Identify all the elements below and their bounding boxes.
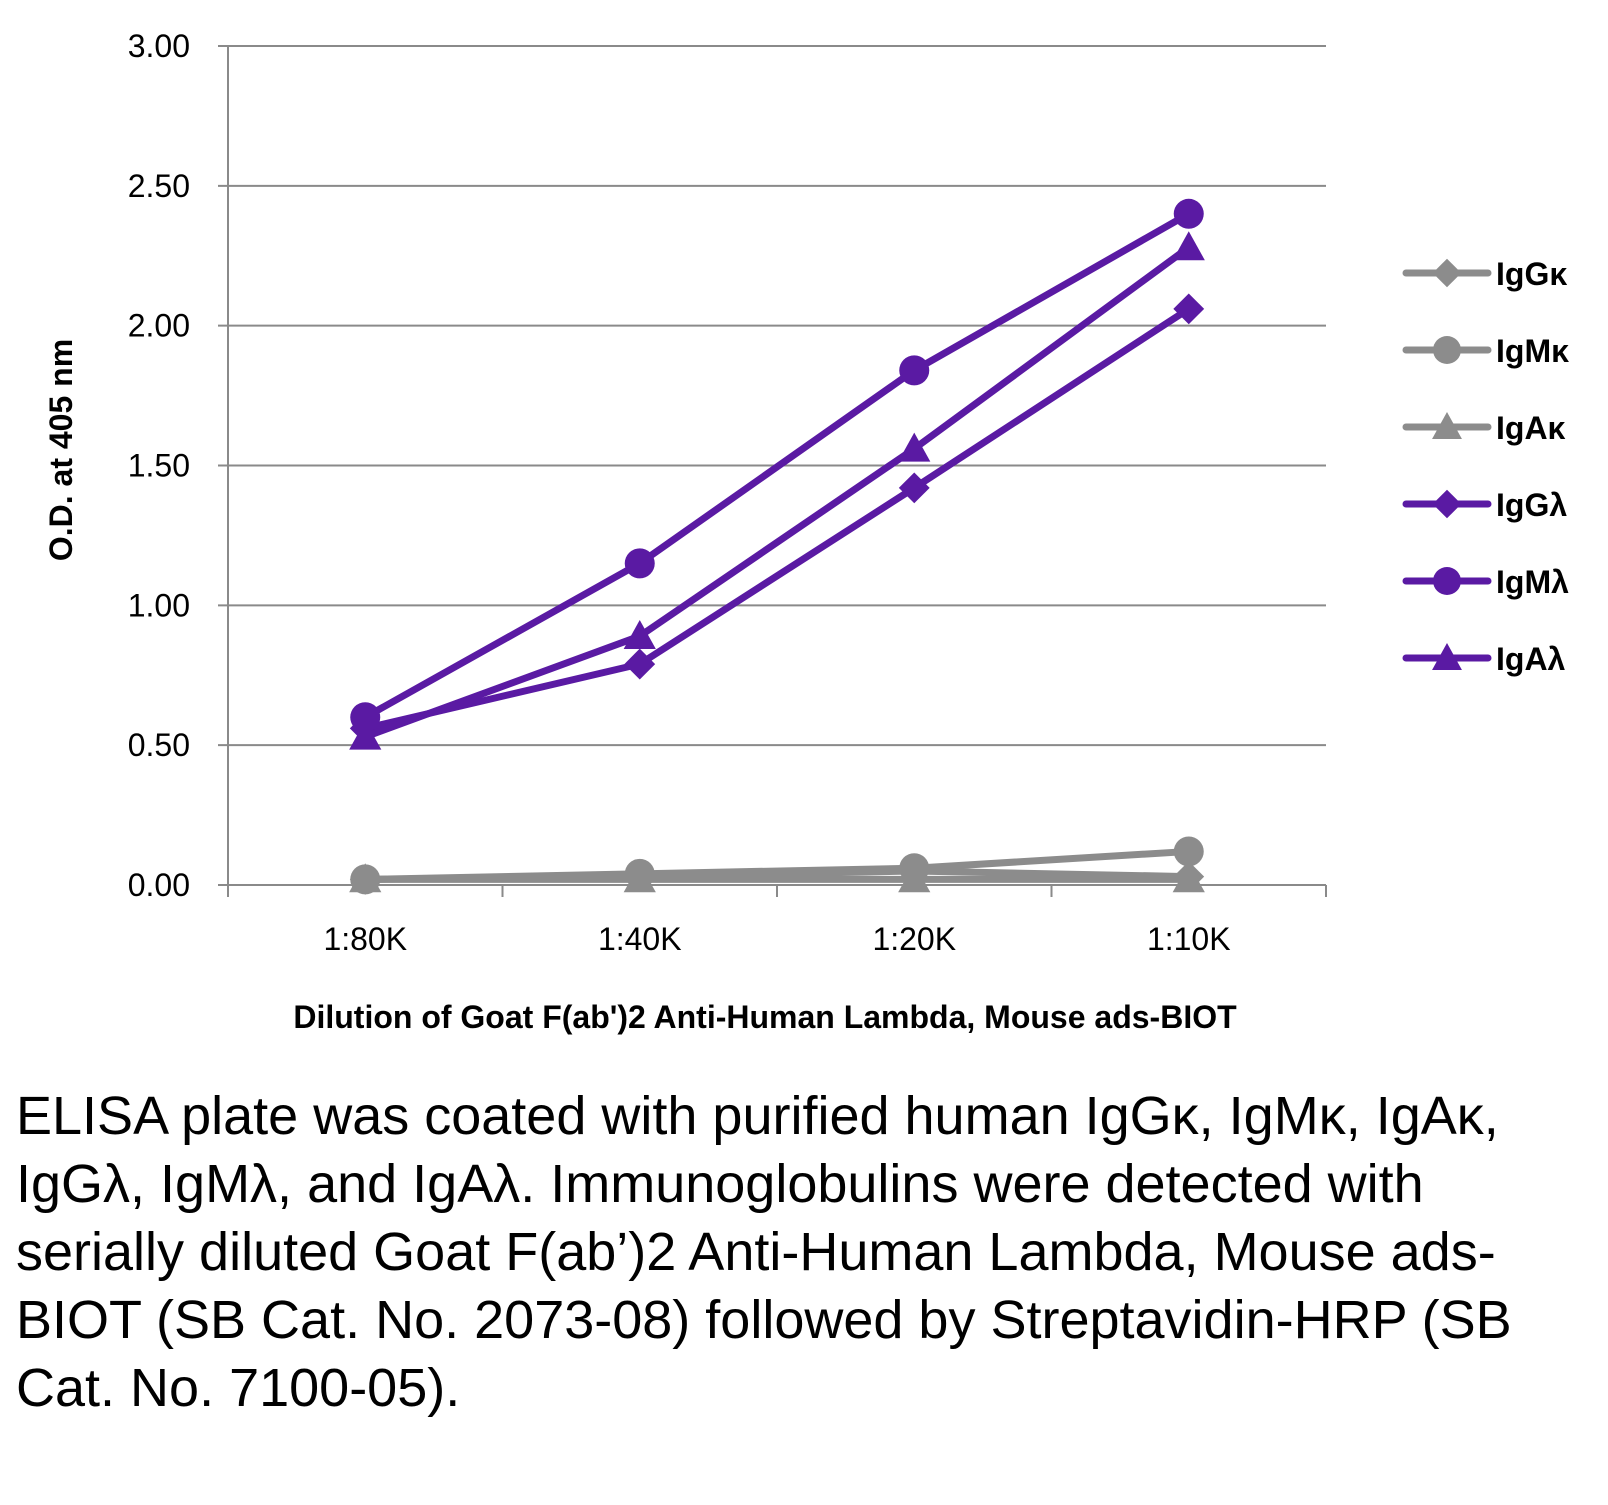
legend-item: IgGκ xyxy=(1402,256,1567,292)
data-point xyxy=(349,863,382,893)
legend-marker xyxy=(1432,258,1462,288)
x-axis-ticks: 1:80K 1:40K 1:20K 1:10K xyxy=(323,921,1230,957)
y-tick-label: 0.00 xyxy=(128,867,190,903)
data-point xyxy=(349,720,382,750)
y-tick-label: 1.50 xyxy=(128,448,190,484)
figure-caption: ELISA plate was coated with purified hum… xyxy=(16,1086,1512,1418)
legend-label: IgAκ xyxy=(1496,410,1566,446)
x-axis-title: Dilution of Goat F(ab')2 Anti-Human Lamb… xyxy=(293,999,1237,1035)
axes xyxy=(227,46,1327,897)
data-point xyxy=(898,432,931,462)
data-point xyxy=(624,648,656,680)
legend-item: IgMλ xyxy=(1402,564,1569,600)
legend-label: IgMλ xyxy=(1496,564,1569,600)
series-line xyxy=(361,210,1193,721)
gridlines xyxy=(218,45,1326,886)
legend-marker xyxy=(1432,643,1462,670)
data-point xyxy=(1172,231,1205,261)
legend-item: IgAκ xyxy=(1402,410,1566,446)
series-line xyxy=(361,243,1193,741)
y-tick-label: 3.00 xyxy=(128,28,190,64)
y-tick-label: 0.50 xyxy=(128,727,190,763)
data-point xyxy=(350,702,381,733)
series-3 xyxy=(349,293,1205,744)
data-point xyxy=(898,472,930,504)
data-point xyxy=(1173,293,1205,325)
x-tick-label: 1:10K xyxy=(1147,921,1231,957)
series-line xyxy=(361,305,1193,732)
data-point xyxy=(623,863,656,893)
x-tick-label: 1:40K xyxy=(598,921,682,957)
legend-label: IgAλ xyxy=(1496,641,1566,677)
data-point xyxy=(1172,863,1205,893)
series-5 xyxy=(349,231,1205,750)
y-tick-label: 1.00 xyxy=(128,587,190,623)
x-tick-label: 1:20K xyxy=(872,921,956,957)
legend-label: IgGκ xyxy=(1496,256,1567,292)
x-tick-label: 1:80K xyxy=(323,921,407,957)
series-2 xyxy=(349,863,1205,893)
y-tick-label: 2.00 xyxy=(128,308,190,344)
legend-label: IgGλ xyxy=(1496,487,1567,523)
legend-item: IgMκ xyxy=(1402,333,1569,369)
series-group xyxy=(349,198,1205,895)
data-point xyxy=(624,548,655,579)
y-axis-title: O.D. at 405 nm xyxy=(43,339,79,561)
data-point xyxy=(1173,198,1204,229)
legend: IgGκ IgMκ IgAκ IgGλ IgMλ IgAλ xyxy=(1402,256,1569,677)
legend-label: IgMκ xyxy=(1496,333,1569,369)
elisa-line-chart: 0.000.501.001.502.002.503.00 1:80K 1:40K 1… xyxy=(43,28,1569,1035)
legend-marker xyxy=(1432,489,1462,519)
legend-marker xyxy=(1433,336,1461,364)
legend-marker xyxy=(1432,412,1462,439)
data-point xyxy=(898,863,931,893)
y-tick-label: 2.50 xyxy=(128,168,190,204)
legend-item: IgGλ xyxy=(1402,487,1567,523)
legend-marker xyxy=(1433,567,1461,595)
series-4 xyxy=(350,198,1204,733)
data-point xyxy=(1173,836,1204,867)
y-axis-ticks: 0.00 0.50 1.00 1.50 2.00 2.50 3.00 xyxy=(128,28,190,903)
data-point xyxy=(623,619,656,649)
data-point xyxy=(899,355,930,386)
legend-item: IgAλ xyxy=(1402,641,1566,677)
